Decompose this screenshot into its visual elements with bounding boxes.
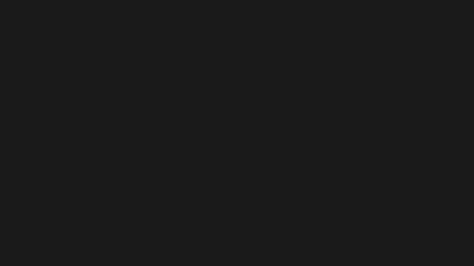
Text: 2 Fe+ 3 CO$_2$: 2 Fe+ 3 CO$_2$ (310, 156, 422, 176)
Text: is reacted completely according to the following: is reacted completely according to the f… (82, 67, 468, 82)
Text: What is the mass of Fe produced if 8.75 g of Fe$_2$O$_3$: What is the mass of Fe produced if 8.75 … (82, 25, 474, 44)
Text: Fe$_2$O$_3$+ 3 CO: Fe$_2$O$_3$+ 3 CO (116, 156, 235, 176)
Text: equation?: equation? (82, 109, 161, 124)
